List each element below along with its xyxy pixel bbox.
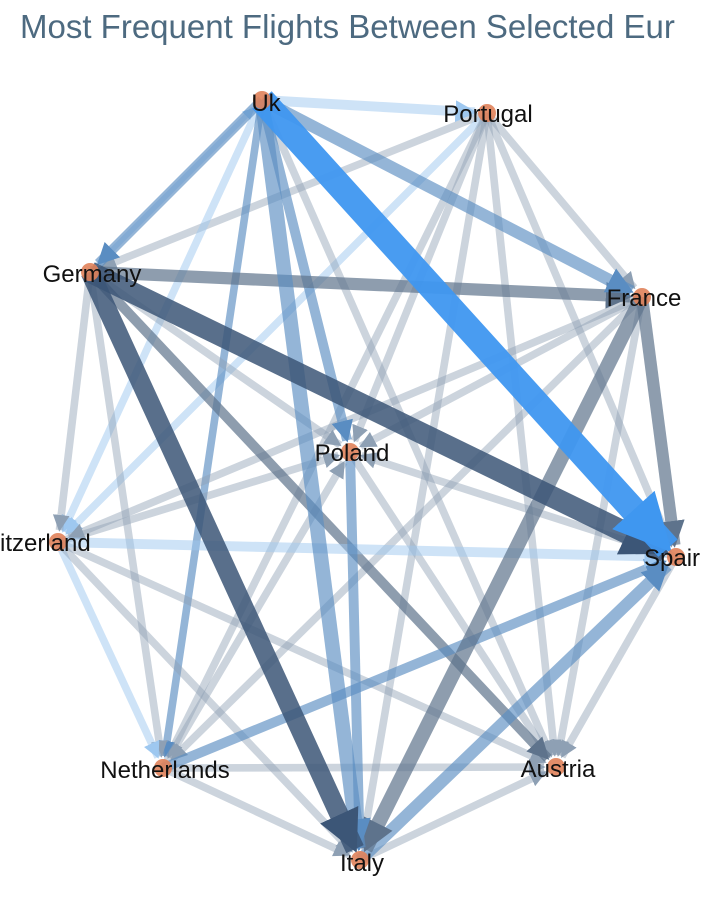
node-uk[interactable] <box>253 91 271 109</box>
edge-portugal-austria <box>483 112 562 757</box>
edge-switzerland-netherlands <box>54 540 162 759</box>
edge-germany-switzerland <box>52 271 94 532</box>
edge-germany-france <box>89 265 633 309</box>
edge-uk-portugal <box>261 95 478 123</box>
node-label-spain: Spair <box>644 545 700 572</box>
edge-portugal-spain <box>483 111 675 548</box>
edge-germany-spain <box>85 262 670 562</box>
edge-portugal-france <box>484 110 638 291</box>
edge-france-italy <box>358 293 649 853</box>
edge-portugal-italy <box>356 112 491 850</box>
node-france[interactable] <box>633 288 651 306</box>
edges-layer <box>52 91 685 865</box>
edge-switzerland-spain <box>57 537 667 568</box>
edge-italy-spain <box>355 560 672 865</box>
edge-switzerland-italy <box>55 539 355 854</box>
edge-netherlands-spain <box>161 556 667 773</box>
node-label-italy: Italy <box>340 850 384 877</box>
node-label-switzerland: itzerland <box>0 530 91 557</box>
edge-uk-germany <box>94 96 266 268</box>
edge-netherlands-italy <box>161 764 351 859</box>
node-netherlands[interactable] <box>154 759 172 777</box>
edge-germany-italy <box>81 268 364 854</box>
edge-uk-italy <box>254 99 371 852</box>
node-label-france: France <box>607 285 682 312</box>
edge-germany-netherlands <box>86 271 168 758</box>
node-label-portugal: Portugal <box>443 101 532 128</box>
edge-uk-france <box>259 94 635 297</box>
node-label-austria: Austria <box>521 756 596 783</box>
node-germany[interactable] <box>81 263 99 281</box>
diagram-title: Most Frequent Flights Between Selected E… <box>20 8 675 45</box>
node-austria[interactable] <box>547 758 565 776</box>
node-poland[interactable] <box>341 443 359 461</box>
edge-uk-spain <box>252 91 678 557</box>
edge-switzerland-austria <box>56 538 547 766</box>
node-portugal[interactable] <box>478 104 496 122</box>
edge-uk-netherlands <box>158 99 266 758</box>
edge-france-netherlands <box>168 294 645 763</box>
node-label-germany: Germany <box>43 261 142 288</box>
node-label-uk: Uk <box>251 90 281 117</box>
edge-poland-italy <box>345 451 371 851</box>
edge-france-switzerland <box>67 293 644 541</box>
edge-portugal-germany <box>99 109 489 272</box>
node-italy[interactable] <box>351 851 369 869</box>
node-spain[interactable] <box>667 548 685 566</box>
node-switzerland[interactable] <box>49 533 67 551</box>
labels-layer: Uk Portugal Germany France Poland itzerland Sp… <box>0 90 700 877</box>
nodes-layer <box>49 91 685 869</box>
node-label-poland: Poland <box>315 440 390 467</box>
node-label-netherlands: Netherlands <box>100 757 229 784</box>
